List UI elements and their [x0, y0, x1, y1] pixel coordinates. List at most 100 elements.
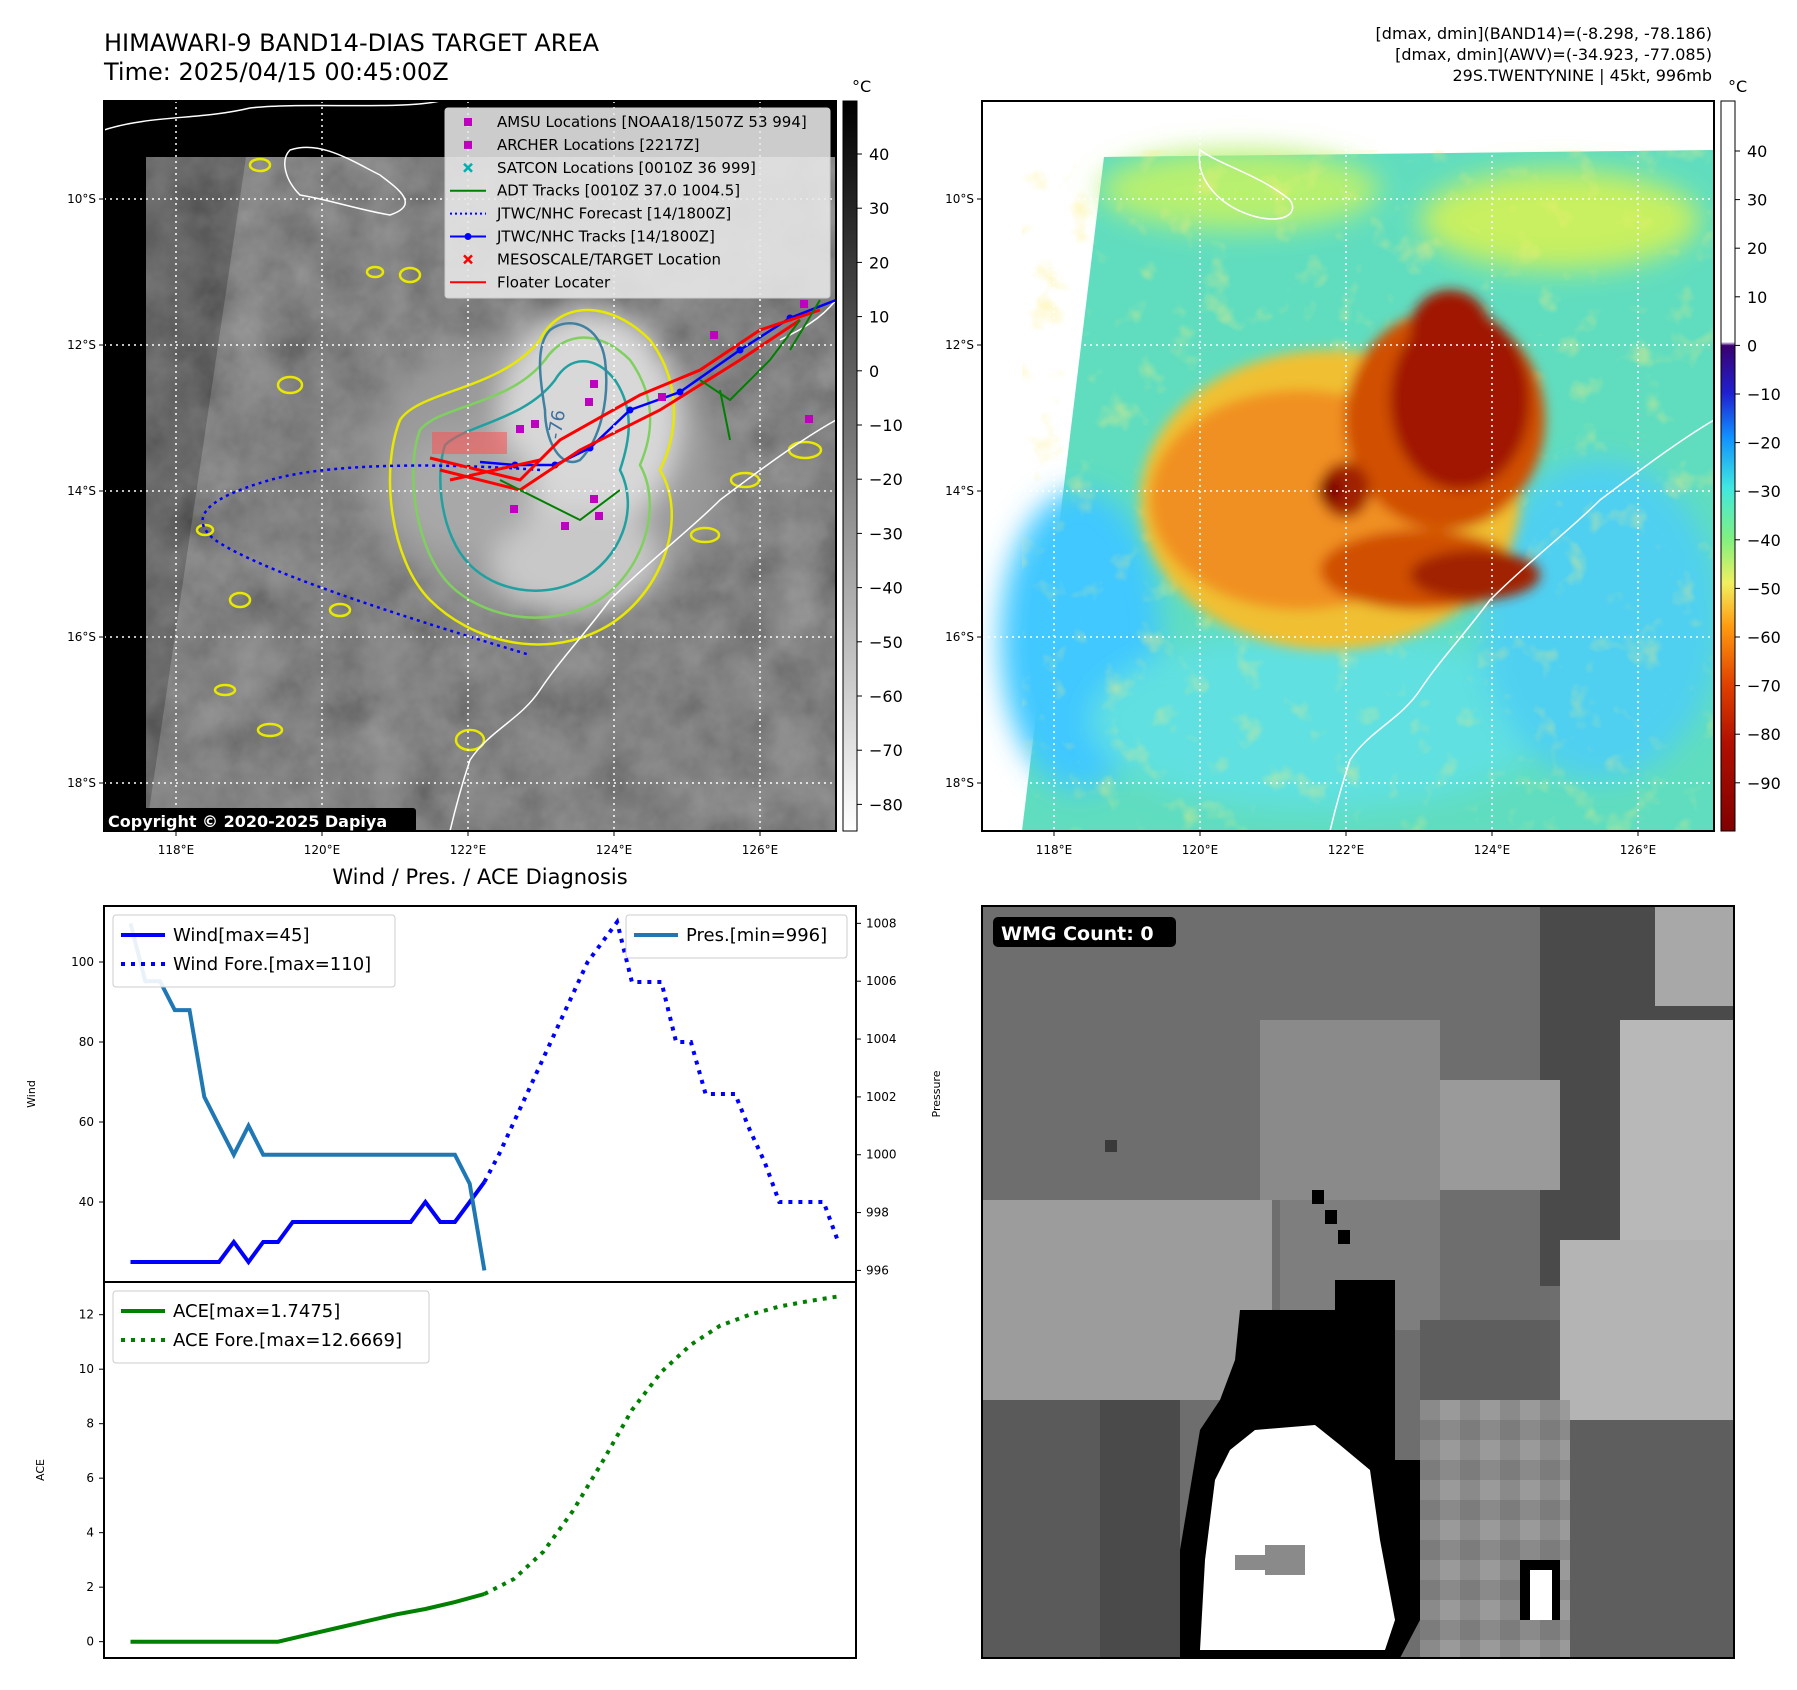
ir-lon-labels: 118°E 120°E 122°E 124°E 126°E — [158, 831, 778, 857]
y2-tick-label: 1000 — [866, 1148, 897, 1162]
colorbar-tick-label: −20 — [869, 470, 903, 489]
y-tick-label: 2 — [86, 1580, 94, 1594]
colorbar-tick-label: −10 — [869, 416, 903, 435]
colorbar-tick-label: 30 — [869, 199, 889, 218]
y-tick-label: 80 — [79, 1035, 94, 1049]
y-tick-label: 10 — [79, 1362, 94, 1376]
ir-amsu-markers — [510, 300, 813, 530]
info-band14: [dmax, dmin](BAND14)=(-8.298, -78.186) — [1376, 24, 1712, 43]
series-pres — [128, 922, 487, 1271]
ir-adt-tracks — [499, 299, 821, 522]
colorbar-tick-label: 40 — [869, 145, 889, 164]
ir-coastlines — [104, 101, 836, 831]
chart-legend — [112, 914, 396, 988]
wmg-count-text: WMG Count: 0 — [1001, 923, 1154, 945]
colorbar-tick-label: −40 — [1747, 531, 1781, 550]
lat-label: 16°S — [945, 630, 974, 644]
colorbar-tick-label: −70 — [1747, 677, 1781, 696]
legend-label: ADT Tracks [0010Z 37.0 1004.5] — [497, 182, 740, 200]
colorbar-tick-label: −60 — [1747, 628, 1781, 647]
lon-label: 118°E — [158, 843, 195, 857]
colorbar-tick-label: −20 — [1747, 434, 1781, 453]
series-ace — [130, 1592, 485, 1644]
diagnosis-panel: Wind / Pres. / ACE Diagnosis 40608010099… — [25, 865, 943, 1659]
lat-label: 18°S — [945, 776, 974, 790]
y-tick-label: 4 — [86, 1526, 94, 1540]
lon-label: 120°E — [1182, 843, 1219, 857]
colorbar-tick-label: −50 — [869, 633, 903, 652]
color-lat-labels: 10°S 12°S 14°S 16°S 18°S — [945, 192, 982, 790]
lon-label: 124°E — [596, 843, 633, 857]
lat-label: 18°S — [67, 776, 96, 790]
wmg-panel: WMG Count: 0 — [981, 905, 1735, 1659]
ir-contour-label: -76 — [544, 408, 570, 441]
colorbar-tick-label: −80 — [869, 795, 903, 814]
ir-contours — [388, 308, 676, 646]
lat-label: 14°S — [945, 484, 974, 498]
y2-tick-label: 1008 — [866, 916, 897, 930]
lat-label: 12°S — [945, 338, 974, 352]
ir-colorbar-unit: °C — [852, 77, 871, 96]
chart-legend-label: ACE Fore.[max=12.6669] — [173, 1330, 402, 1351]
chart-legend — [625, 914, 848, 959]
colorbar-tick-label: 10 — [1747, 288, 1767, 307]
color-coastlines — [1198, 148, 1714, 831]
lon-label: 120°E — [304, 843, 341, 857]
wind-axis-label: Wind — [25, 1080, 38, 1108]
ir-cloud-mass — [365, 310, 725, 615]
ir-colorbar-ticks: 40 30 20 10 0 −10 −20 −30 −40 −50 −60 −70 −80 — [857, 145, 903, 814]
colorbar-tick-label: 20 — [869, 253, 889, 272]
colorbar-tick-label: 20 — [1747, 239, 1767, 258]
legend-marker — [464, 140, 472, 149]
colorbar-tick-label: 0 — [1747, 336, 1757, 355]
y2-tick-label: 996 — [866, 1263, 889, 1277]
ir-forecast-track — [201, 464, 541, 657]
y-tick-label: 60 — [79, 1115, 94, 1129]
color-colorbar-unit: °C — [1728, 77, 1747, 96]
chart-legend-label: Pres.[min=996] — [686, 925, 827, 946]
lon-label: 118°E — [1036, 843, 1073, 857]
figure-time: Time: 2025/04/15 00:45:00Z — [103, 58, 449, 86]
colorbar-tick-label: 30 — [1747, 191, 1767, 210]
colorbar-tick-label: −30 — [1747, 482, 1781, 501]
ir-cells — [195, 157, 823, 752]
colorbar-tick-label: −70 — [869, 741, 903, 760]
series-wind — [130, 1180, 487, 1266]
info-awv: [dmax, dmin](AWV)=(-34.923, -77.085) — [1395, 45, 1712, 64]
lat-label: 16°S — [67, 630, 96, 644]
lon-label: 122°E — [1328, 843, 1365, 857]
ir-lat-labels: 10°S 12°S 14°S 16°S 18°S — [67, 192, 104, 790]
lon-label: 122°E — [450, 843, 487, 857]
copyright-text: Copyright © 2020-2025 Dapiya — [108, 812, 387, 831]
ir-target-box — [432, 432, 507, 454]
chart-legend-label: Wind[max=45] — [173, 925, 310, 946]
y-tick-label: 100 — [71, 955, 94, 969]
colorbar-tick-label: −50 — [1747, 579, 1781, 598]
color-lon-labels: 118°E 120°E 122°E 124°E 126°E — [1036, 831, 1657, 857]
pressure-axis-label: Pressure — [930, 1070, 943, 1117]
legend-label: JTWC/NHC Tracks [14/1800Z] — [496, 228, 715, 246]
legend-label: Floater Locater — [497, 273, 611, 291]
y-tick-label: 8 — [86, 1417, 94, 1431]
ace-axis-label: ACE — [34, 1459, 47, 1481]
color-colorbar-ticks: 40 30 20 10 0 −10 −20 −30 −40 −50 −60 −70 −80 −90 — [1735, 142, 1781, 793]
lon-label: 126°E — [1620, 843, 1657, 857]
colorbar-tick-label: 10 — [869, 308, 889, 327]
figure-title: HIMAWARI-9 BAND14-DIAS TARGET AREA — [104, 29, 600, 57]
legend-label: AMSU Locations [NOAA18/1507Z 53 994] — [497, 113, 807, 131]
legend-label: MESOSCALE/TARGET Location — [497, 250, 721, 268]
legend-marker — [463, 254, 473, 265]
colorbar-tick-label: 0 — [869, 362, 879, 381]
legend-marker-dot — [464, 233, 472, 240]
lat-label: 10°S — [945, 192, 974, 206]
colorbar-tick-label: 40 — [1747, 142, 1767, 161]
chart-legend-label: ACE[max=1.7475] — [173, 1301, 340, 1322]
color-map-panel: °C 403020100−10−20−30−40−50−60−70−80−90 … — [945, 77, 1781, 857]
copyright-box — [104, 808, 416, 832]
y2-tick-label: 1002 — [866, 1090, 897, 1104]
y-tick-label: 12 — [79, 1308, 94, 1322]
ir-map-panel: -76 AMSU Locations [NOAA18/1507Z 53 994]… — [67, 77, 903, 857]
info-storm: 29S.TWENTYNINE | 45kt, 996mb — [1453, 66, 1713, 85]
legend-marker — [464, 118, 472, 126]
